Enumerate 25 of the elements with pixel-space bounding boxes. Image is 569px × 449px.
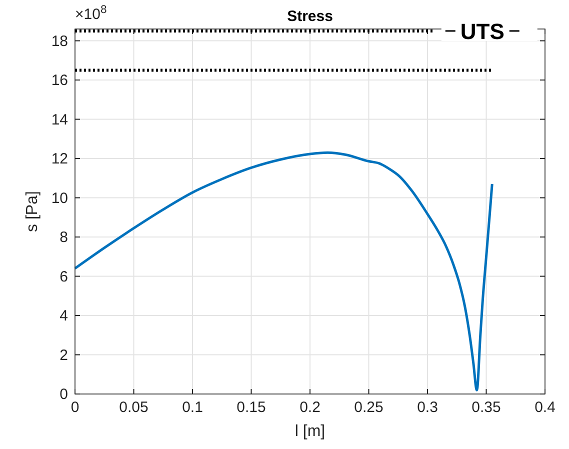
chart-title: Stress xyxy=(287,8,333,25)
x-tick-label: 0 xyxy=(70,399,80,416)
y-tick-label: 6 xyxy=(60,268,68,286)
ref-line-label: UTS xyxy=(460,18,504,44)
text: ×10$^{8}$ xyxy=(75,4,107,23)
x-tick-label: 0.1 xyxy=(182,399,203,416)
x-tick-label: 0.35 xyxy=(472,399,501,416)
y-tick-label: 0 xyxy=(60,386,68,403)
x-tick-label: 0.15 xyxy=(236,399,266,416)
y-tick-label: 4 xyxy=(60,308,68,325)
x-axis-title: l [m] xyxy=(294,423,326,440)
y-tick-label: 16 xyxy=(51,72,68,90)
x-tick-label: 0.2 xyxy=(300,399,320,416)
y-tick-label: 10 xyxy=(51,190,68,207)
x-tick-label: 0.05 xyxy=(119,399,148,416)
y-tick-label: 2 xyxy=(60,346,68,364)
y-tick-label: 8 xyxy=(60,229,68,246)
x-tick-label: 0.4 xyxy=(534,399,556,416)
y-tick-label: 12 xyxy=(51,150,68,168)
x-tick-label: 0.3 xyxy=(417,399,438,416)
y-tick-label: 14 xyxy=(51,111,68,128)
y-tick-label: 18 xyxy=(51,32,68,50)
x-tick-label: 0.25 xyxy=(354,399,384,416)
line-series xyxy=(74,151,494,392)
y-axis-title: s [Pa] xyxy=(24,191,41,232)
